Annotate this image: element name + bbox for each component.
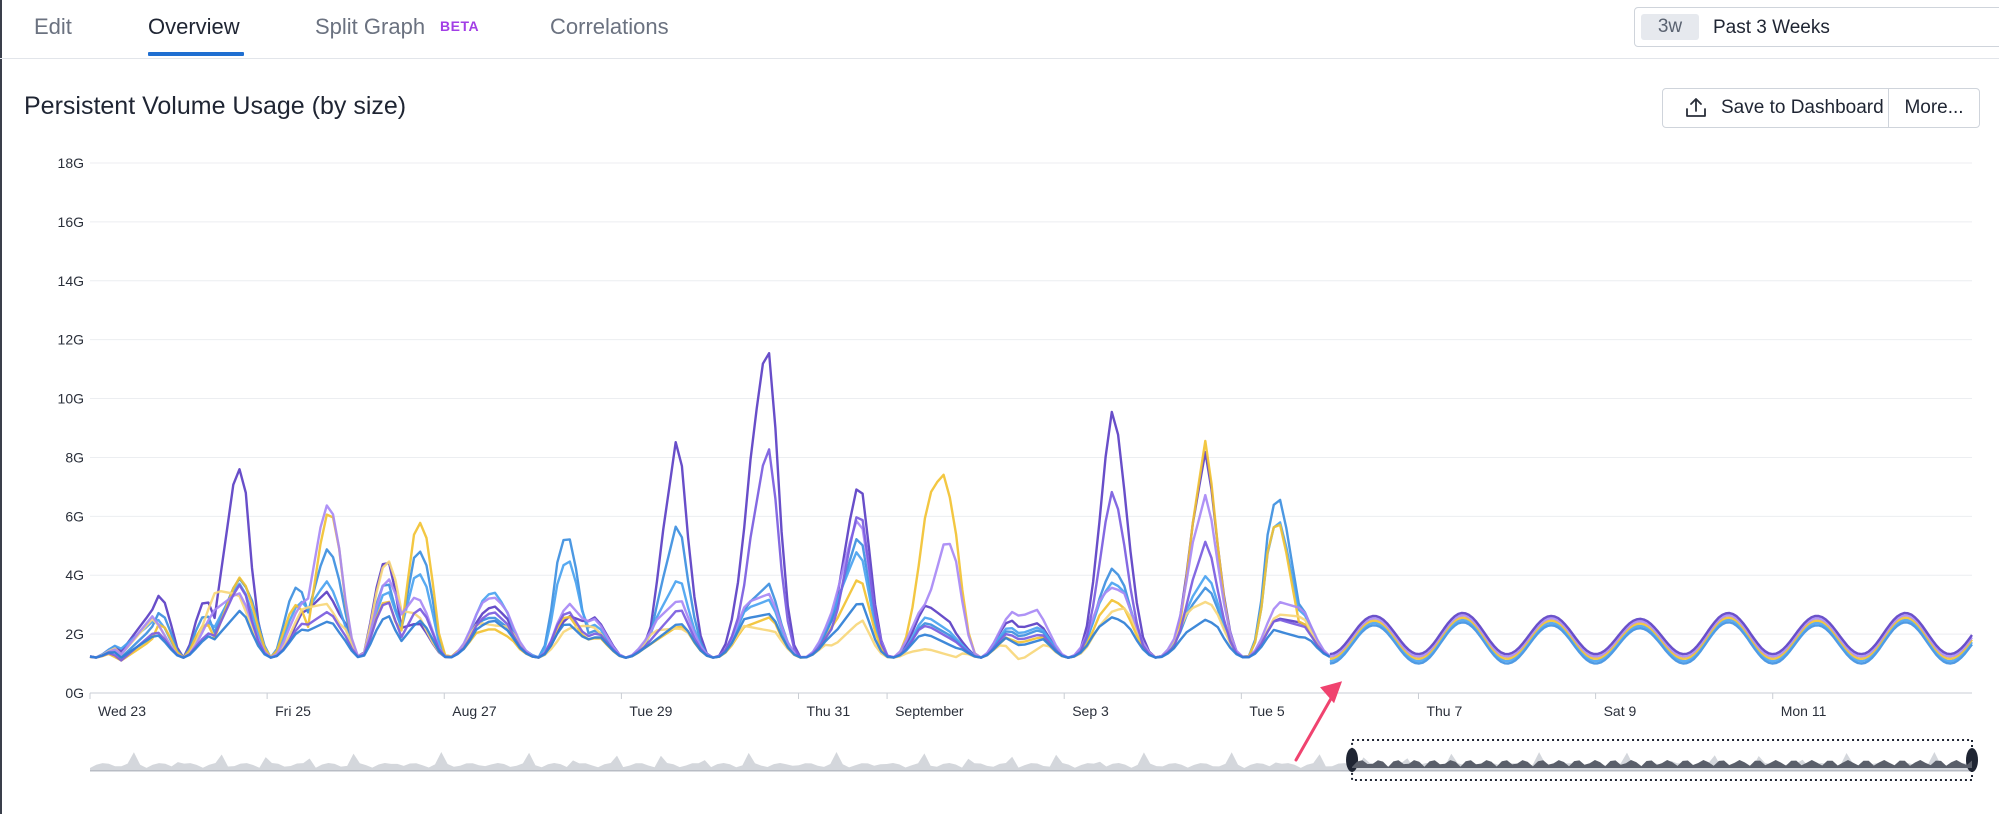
save-to-dashboard-label: Save to Dashboard — [1721, 97, 1884, 118]
y-tick-label: 16G — [58, 214, 84, 230]
series-line — [89, 448, 1331, 662]
tail-series-line — [1329, 616, 1973, 660]
x-tick-label: Wed 23 — [98, 703, 146, 719]
tab-edit[interactable]: Edit — [34, 14, 72, 39]
tab-overview[interactable]: Overview — [148, 14, 240, 39]
navigator-area — [90, 752, 1972, 770]
y-tick-label: 12G — [58, 332, 84, 348]
annotation-arrowhead — [1320, 681, 1343, 704]
beta-badge: BETA — [440, 18, 480, 34]
series-line — [89, 493, 1331, 659]
widget-title: Persistent Volume Usage (by size) — [24, 92, 407, 120]
active-tab-indicator — [148, 52, 244, 56]
series-line — [89, 602, 1331, 659]
y-tick-label: 10G — [58, 391, 84, 407]
x-tick-label: Tue 5 — [1249, 703, 1284, 719]
more-button[interactable]: More... — [1904, 97, 1964, 118]
time-range-picker[interactable]: 3w Past 3 Weeks — [1634, 7, 1999, 47]
x-tick-label: September — [895, 703, 964, 719]
x-tick-label: Aug 27 — [452, 703, 497, 719]
navigator-selection[interactable] — [1351, 739, 1974, 781]
y-tick-label: 2G — [65, 626, 84, 642]
annotation-arrow — [1294, 681, 1343, 762]
x-tick-label: Thu 7 — [1426, 703, 1462, 719]
navigator-handle-left[interactable] — [1346, 748, 1359, 772]
timeseries-chart: 0G 2G 4G 6G 8G 10G 12G 14G 16G 18G Wed 23 Fri 25 Au… — [58, 155, 1978, 781]
annotation-line — [1294, 691, 1336, 762]
x-tick-label: Fri 25 — [275, 703, 311, 719]
widget-actions: Save to Dashboard More... — [1662, 88, 1980, 128]
x-tick-label: Sep 3 — [1072, 703, 1109, 719]
tab-bar: Edit Overview Split Graph BETA Correlati… — [0, 0, 1999, 59]
series-line — [89, 439, 1331, 662]
x-tick-label: Sat 9 — [1604, 703, 1637, 719]
y-tick-label: 4G — [65, 567, 84, 583]
navigator-handle-right[interactable] — [1966, 748, 1978, 772]
tail-series-line — [1329, 611, 1973, 656]
y-tick-label: 0G — [65, 685, 84, 701]
y-tick-label: 18G — [58, 155, 84, 171]
tail-series-line — [1329, 618, 1973, 663]
save-to-dashboard-button[interactable]: Save to Dashboard — [1663, 89, 1889, 127]
y-tick-label: 14G — [58, 273, 84, 289]
time-navigator[interactable] — [90, 739, 1978, 781]
tail-series-line — [1329, 621, 1973, 665]
y-axis-ticks: 0G 2G 4G 6G 8G 10G 12G 14G 16G 18G — [58, 155, 84, 701]
x-tick-label: Mon 11 — [1781, 703, 1827, 719]
tab-correlations[interactable]: Correlations — [550, 14, 669, 39]
x-axis-ticks: Wed 23 Fri 25 Aug 27 Tue 29 Thu 31 September S… — [89, 693, 1827, 719]
x-tick-label: Thu 31 — [807, 703, 851, 719]
x-tick-label: Tue 29 — [629, 703, 672, 719]
time-range-label: Past 3 Weeks — [1713, 17, 1830, 38]
y-tick-label: 8G — [65, 449, 84, 465]
window-edge — [0, 0, 2, 814]
upload-icon — [1686, 98, 1706, 117]
y-tick-label: 6G — [65, 508, 84, 524]
tab-split-graph[interactable]: Split Graph — [315, 14, 426, 39]
chart-series — [89, 351, 1973, 665]
tail-series-line — [1329, 614, 1973, 658]
navigator-selected-area — [1352, 760, 1972, 768]
time-range-chip: 3w — [1641, 14, 1699, 40]
